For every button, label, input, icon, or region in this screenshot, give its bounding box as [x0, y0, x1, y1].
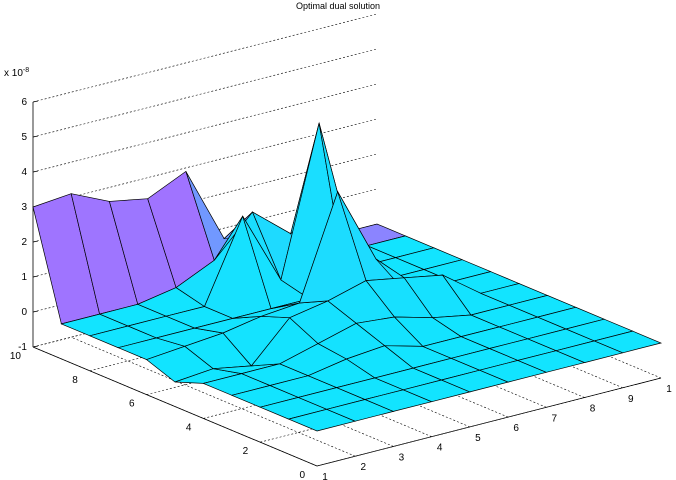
x-tick-label: 9 — [628, 394, 634, 405]
z-tick-label: 5 — [21, 132, 27, 143]
x-tick-label: 2 — [360, 462, 366, 473]
y-tick-label: 6 — [129, 399, 135, 410]
grid-line-z — [32, 83, 378, 173]
z-tick-mark — [32, 170, 39, 173]
x-tick-label: 3 — [399, 452, 405, 463]
grid-line-z — [32, 13, 378, 103]
chart-title: Optimal dual solution — [296, 1, 380, 11]
z-tick-mark — [32, 135, 39, 138]
y-tick-label: 0 — [299, 470, 305, 480]
z-tick-label: 4 — [21, 167, 27, 178]
grid-line-z — [32, 153, 378, 243]
z-tick-mark — [32, 275, 39, 278]
z-tick-label: -1 — [18, 342, 27, 353]
z-tick-label: 0 — [21, 307, 27, 318]
axes — [32, 100, 662, 467]
y-tick-label: 8 — [72, 375, 78, 386]
y-axis-line — [32, 346, 318, 467]
z-tick-label: 3 — [21, 202, 27, 213]
z-scale-exponent: -8 — [23, 67, 29, 74]
grid-line-z — [32, 48, 378, 138]
z-tick-label: 2 — [21, 237, 27, 248]
x-tick-label: 7 — [552, 413, 558, 424]
grid-line-x — [71, 336, 356, 457]
z-tick-mark — [32, 310, 39, 313]
x-tick-label: 1 — [666, 384, 672, 395]
z-tick-mark — [32, 100, 39, 103]
z-tick-label: 6 — [21, 97, 27, 108]
y-tick-label: 10 — [10, 351, 22, 362]
x-tick-label: 8 — [590, 404, 596, 415]
y-tick-label: 4 — [186, 422, 192, 433]
z-tick-label: 1 — [21, 272, 27, 283]
x-axis-line — [316, 377, 662, 467]
x-tick-label: 4 — [437, 443, 443, 454]
x-tick-label: 6 — [513, 423, 519, 434]
z-tick-mark — [32, 240, 39, 243]
z-tick-mark — [32, 345, 39, 348]
x-tick-label: 1 — [322, 472, 328, 480]
z-scale-factor: x 10-8 — [4, 67, 29, 79]
x-tick-label: 5 — [475, 433, 481, 444]
grid-line-z — [32, 118, 378, 208]
y-tick-label: 2 — [243, 446, 249, 457]
surface — [32, 121, 663, 432]
z-scale-base: x 10 — [4, 68, 23, 79]
surface-patch — [593, 330, 663, 354]
